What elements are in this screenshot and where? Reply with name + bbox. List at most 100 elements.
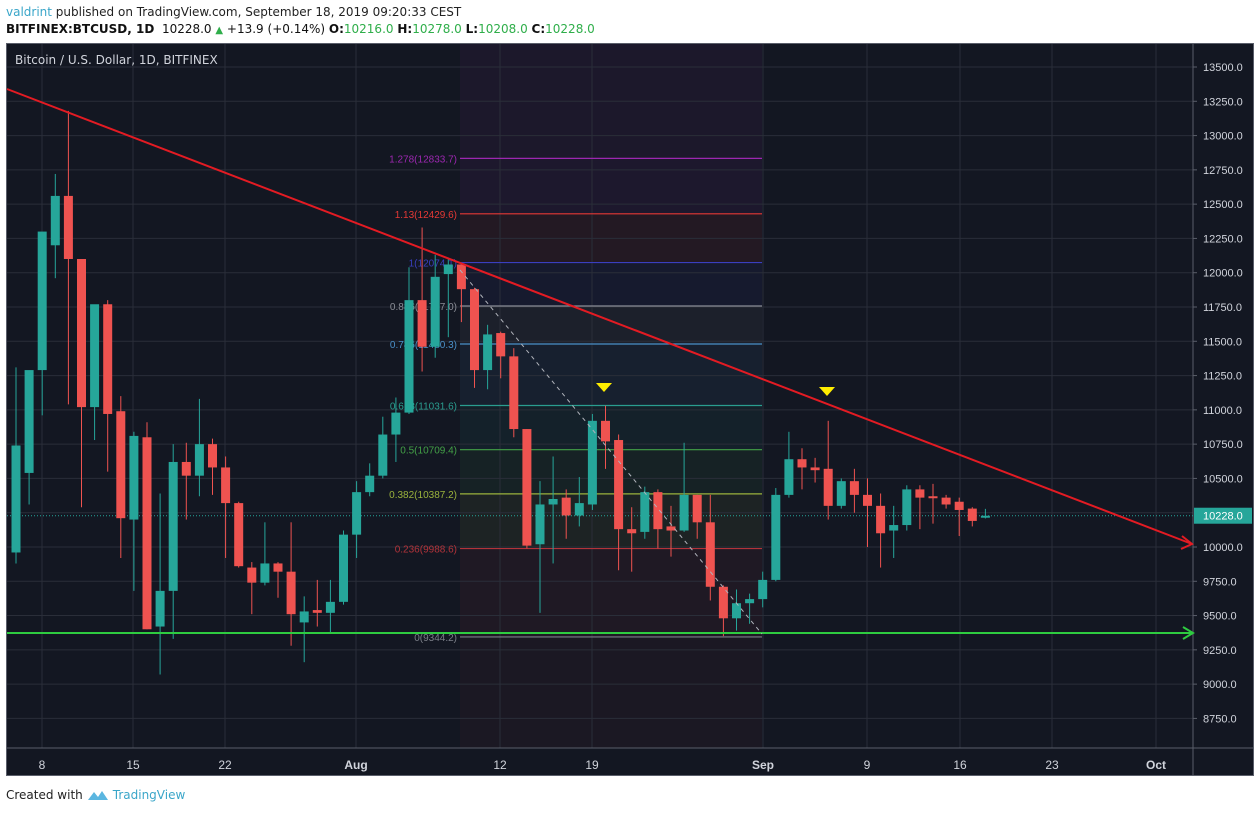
candle-body[interactable] <box>574 503 584 516</box>
candle-body[interactable] <box>535 504 545 545</box>
candle-body[interactable] <box>941 497 951 505</box>
arrow-right-icon <box>1180 535 1194 550</box>
candle-body[interactable] <box>561 497 571 516</box>
candle-body[interactable] <box>352 492 362 535</box>
high-value: 10278.0 <box>412 22 462 36</box>
tradingview-link[interactable]: TradingView <box>112 788 186 802</box>
candle-body[interactable] <box>653 492 663 530</box>
candle-body[interactable] <box>404 300 414 413</box>
candle-body[interactable] <box>483 334 493 371</box>
candle-body[interactable] <box>63 195 73 259</box>
candle-body[interactable] <box>863 494 872 506</box>
candle-body[interactable] <box>692 494 702 523</box>
time-axis-label: 8 <box>39 758 46 772</box>
resistance-trendline[interactable] <box>6 88 1193 545</box>
candle-body[interactable] <box>496 333 506 357</box>
candle-body[interactable] <box>365 475 375 493</box>
candle-body[interactable] <box>470 289 479 371</box>
candle-body[interactable] <box>129 435 139 520</box>
publish-info: valdrint published on TradingView.com, S… <box>6 5 461 19</box>
candle-body[interactable] <box>234 503 244 567</box>
fib-zone <box>460 343 762 406</box>
candle-body[interactable] <box>849 481 859 495</box>
candle-body[interactable] <box>430 276 440 347</box>
candle-body[interactable] <box>797 459 807 468</box>
candle-body[interactable] <box>116 411 126 519</box>
candle-body[interactable] <box>142 437 152 630</box>
candle-body[interactable] <box>548 498 558 505</box>
candle-body[interactable] <box>666 526 676 531</box>
candle-body[interactable] <box>417 300 427 347</box>
candle-body[interactable] <box>771 494 781 580</box>
candle-body[interactable] <box>679 494 689 531</box>
candle-body[interactable] <box>889 525 899 531</box>
candle-body[interactable] <box>11 445 21 553</box>
candle-body[interactable] <box>168 461 178 591</box>
close-value: 10228.0 <box>545 22 595 36</box>
price-axis-label: 12000.0 <box>1203 268 1243 280</box>
candle-body[interactable] <box>37 231 47 371</box>
candle-body[interactable] <box>784 459 794 495</box>
candle-body[interactable] <box>732 603 741 619</box>
fib-level-label: 0.5(10709.4) <box>400 446 457 457</box>
candle-body[interactable] <box>456 264 466 290</box>
candle-body[interactable] <box>24 370 34 473</box>
candle-body[interactable] <box>339 534 348 602</box>
price-axis-label: 9000.0 <box>1203 679 1237 691</box>
candle-body[interactable] <box>325 601 335 613</box>
candle-body[interactable] <box>247 567 257 583</box>
candle-body[interactable] <box>928 496 938 499</box>
candle-body[interactable] <box>745 599 755 604</box>
candle-body[interactable] <box>614 440 624 530</box>
candle-body[interactable] <box>980 515 990 518</box>
high-label: H: <box>397 22 413 36</box>
candle-body[interactable] <box>260 563 270 583</box>
candle-body[interactable] <box>522 429 532 546</box>
candle-body[interactable] <box>155 590 165 627</box>
candle-body[interactable] <box>640 492 650 532</box>
candle-body[interactable] <box>194 444 204 476</box>
candle-body[interactable] <box>509 356 519 430</box>
candle-body[interactable] <box>810 467 820 471</box>
tradingview-logo-icon <box>87 791 108 800</box>
candle-body[interactable] <box>954 501 964 510</box>
created-with-text: Created with <box>6 788 83 802</box>
price-axis-label: 11750.0 <box>1203 302 1242 314</box>
candle-body[interactable] <box>758 579 768 600</box>
arrow-down-marker-icon <box>596 383 612 392</box>
arrow-right-icon <box>1182 626 1195 640</box>
candle-body[interactable] <box>915 489 925 498</box>
price-axis-label: 12250.0 <box>1203 233 1243 245</box>
candle-body[interactable] <box>50 195 60 246</box>
candle-body[interactable] <box>823 468 833 506</box>
candle-body[interactable] <box>391 412 401 435</box>
candle-body[interactable] <box>312 610 322 613</box>
author-link[interactable]: valdrint <box>6 5 52 19</box>
candle-body[interactable] <box>299 611 309 623</box>
candle-body[interactable] <box>836 481 846 506</box>
candle-body[interactable] <box>221 467 231 504</box>
candle-body[interactable] <box>181 461 191 476</box>
candle-body[interactable] <box>90 304 100 408</box>
candle-body[interactable] <box>718 586 728 619</box>
candle-body[interactable] <box>601 420 610 442</box>
candle-body[interactable] <box>876 505 886 534</box>
time-axis-label: Oct <box>1146 758 1166 772</box>
candle-body[interactable] <box>443 264 453 275</box>
candle-body[interactable] <box>378 434 388 476</box>
price-axis-label: 10500.0 <box>1203 473 1243 485</box>
price-axis-label: 10750.0 <box>1203 439 1243 451</box>
candle-body[interactable] <box>587 420 597 505</box>
candle-body[interactable] <box>286 571 296 615</box>
candle-body[interactable] <box>967 508 977 521</box>
candle-body[interactable] <box>103 304 113 414</box>
candle-body[interactable] <box>77 258 86 408</box>
candle-body[interactable] <box>627 529 637 534</box>
fib-zone <box>460 493 762 549</box>
candle-body[interactable] <box>705 522 715 587</box>
candle-body[interactable] <box>208 444 217 468</box>
price-axis-label: 13250.0 <box>1203 96 1243 108</box>
candle-body[interactable] <box>273 563 283 572</box>
candle-body[interactable] <box>902 489 912 526</box>
